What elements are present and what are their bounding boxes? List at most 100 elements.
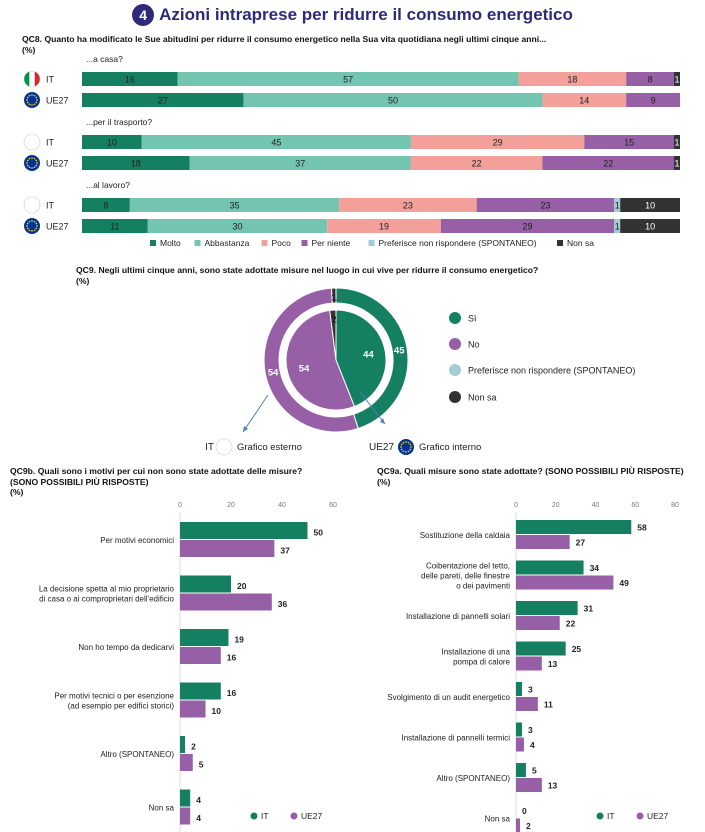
flag-eu-star (36, 162, 38, 164)
flag-eu-icon (398, 439, 414, 455)
flag-it-icon (23, 70, 41, 88)
qc9b-value-label: 10 (212, 706, 222, 716)
qc9a-bar (516, 641, 566, 656)
qc9a-category-label: Installazione di pannelli solari (406, 612, 510, 621)
flag-eu-star (26, 164, 29, 167)
qc8-country-label: IT (46, 138, 55, 148)
qc8-legend-label: Preferisce non rispondere (SPONTANEO) (379, 238, 537, 248)
qc9b-bar (180, 593, 272, 611)
qc9a-question-text: QC9a. Quali misure sono state adottate? … (377, 466, 684, 476)
qc9a-bar (516, 535, 570, 549)
qc9b-bar (180, 647, 221, 664)
qc8-legend-label: Poco (272, 238, 292, 248)
flag-eu-star (28, 220, 31, 223)
qc8-bar-segment (339, 198, 477, 212)
flag-red (34, 71, 40, 87)
qc9a-value-label: 0 (522, 806, 527, 816)
flag-eu-star (400, 448, 403, 451)
qc9b-value-label: 4 (196, 795, 201, 805)
qc9a-category-label: pompa di calore (453, 658, 510, 667)
qc9-question-text: QC9. Negli ultimi cinque anni, sono stat… (76, 265, 539, 275)
qc9-outer-value-label: 1 (331, 293, 337, 304)
qc9b-question: QC9b. Quali sono i motivi per cui non so… (10, 466, 340, 498)
flag-eu-star (400, 443, 403, 446)
qc8-value-label: 29 (493, 138, 503, 148)
qc9a-tick-label: 20 (552, 502, 560, 509)
qc8-legend-label: Molto (160, 238, 181, 248)
qc9-inner-value-label: 44 (363, 349, 374, 360)
qc9a-bar (516, 656, 542, 671)
qc8-bar-segment (410, 135, 585, 149)
qc9b-value-label: 20 (237, 581, 247, 591)
qc9b-value-label: 19 (234, 635, 244, 645)
qc8-value-label: 29 (523, 222, 533, 232)
flag-white (29, 134, 34, 150)
qc9b-tick-label: 40 (278, 502, 286, 509)
page-header: 4 Azioni intraprese per ridurre il consum… (0, 4, 705, 30)
qc9-legend-dot (449, 338, 461, 350)
qc9b-legend-label: UE27 (301, 811, 323, 821)
qc8-bar-segment (620, 219, 680, 233)
qc9-outer-caption: Grafico esterno (237, 442, 302, 453)
qc8-value-label: 50 (388, 96, 398, 106)
flag-eu-star (26, 222, 29, 225)
qc9a-value-label: 58 (637, 523, 647, 533)
qc9a-category-label: Installazione di pannelli termici (402, 734, 511, 743)
qc9a-value-label: 25 (572, 644, 582, 654)
qc9a-category-label: Non sa (485, 815, 511, 824)
qc8-value-label: 16 (125, 75, 135, 85)
flag-eu-star (35, 164, 38, 167)
qc8-bar-segment (440, 219, 615, 233)
qc9-legend-label: Preferisce non rispondere (SPONTANEO) (468, 366, 635, 376)
qc9a-question: QC9a. Quali misure sono state adottate? … (377, 466, 702, 487)
qc8-value-label: 27 (158, 96, 168, 106)
flag-eu-star (33, 94, 36, 97)
flag-border (215, 438, 233, 456)
qc9a-category-label: Installazione di una (442, 648, 511, 657)
flag-eu-star (28, 166, 31, 169)
qc9b-value-label: 4 (196, 813, 201, 823)
qc8-country-label: UE27 (46, 159, 69, 169)
qc9b-category-label: (ad esempio per edifici storici) (68, 702, 175, 711)
qc9a-bar (516, 763, 526, 777)
qc9-outer-pointer (242, 394, 269, 433)
qc8-bar-segment (626, 93, 680, 107)
qc8-bar-segment (82, 156, 190, 170)
flag-border (23, 70, 41, 88)
flag-white (29, 197, 34, 213)
flag-eu-star (33, 157, 36, 160)
flag-eu-star (409, 443, 412, 446)
flag-eu-star (410, 446, 412, 448)
qc9b-bar (180, 807, 191, 825)
flag-eu-star (31, 220, 33, 222)
qc8-value-label: 1 (675, 75, 680, 85)
qc9a-legend-label: UE27 (647, 811, 669, 821)
qc9b-category-label: Per motivi tecnici o per esenzione (54, 692, 174, 701)
qc8-bar-segment (177, 72, 519, 86)
qc9b-bar (180, 522, 308, 539)
qc8-bar-segment (82, 219, 148, 233)
qc9-inner-pointer-head (380, 418, 385, 424)
qc9a-value-label: 49 (619, 578, 629, 588)
qc8-bar-segment (410, 156, 543, 170)
qc9b-category-label: Non sa (149, 804, 175, 813)
qc9b-bar (180, 629, 229, 646)
qc9b-bar (180, 736, 186, 753)
qc8-country-label: UE27 (46, 96, 69, 106)
qc8-legend-swatch (194, 240, 201, 246)
flag-eu-star (407, 441, 410, 444)
qc9b-bar (180, 540, 275, 557)
qc9a-value-label: 31 (584, 604, 594, 614)
flag-eu-star (35, 159, 38, 162)
qc9a-value-label: 3 (528, 685, 533, 695)
flag-eu-star (26, 96, 29, 99)
qc8-bar-segment (626, 72, 675, 86)
qc8-bar-segment (674, 72, 680, 86)
qc8-value-label: 23 (403, 201, 413, 211)
qc9b-value-label: 50 (314, 528, 324, 538)
qc8-bar-segment (147, 219, 328, 233)
qc8-value-label: 18 (567, 75, 577, 85)
flag-eu-star (35, 222, 38, 225)
qc9a-tick-label: 60 (631, 502, 639, 509)
qc9b-category-label: La decisione spetta al mio proprietario (39, 585, 175, 594)
